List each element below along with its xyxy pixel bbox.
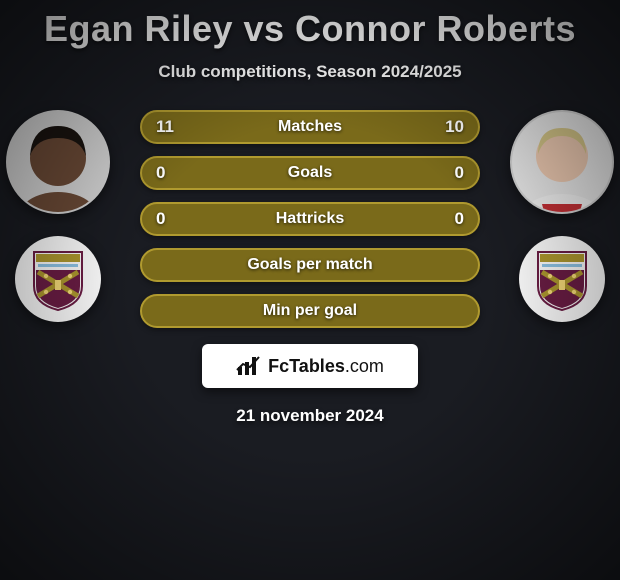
stat-right-value: 0 <box>455 158 464 188</box>
stat-row: 11 Matches 10 <box>140 110 480 144</box>
crest-left-icon <box>30 246 86 312</box>
date-text: 21 november 2024 <box>0 406 620 426</box>
stat-right-value: 10 <box>445 112 464 142</box>
subtitle: Club competitions, Season 2024/2025 <box>0 62 620 82</box>
player-left-column <box>6 110 110 322</box>
stats-rows: 11 Matches 10 0 Goals 0 0 Hattricks 0 Goals per m… <box>140 110 480 328</box>
stat-row: 0 Goals 0 <box>140 156 480 190</box>
stat-right-value: 0 <box>455 204 464 234</box>
stat-left-value: 11 <box>156 112 174 142</box>
stat-left-value: 0 <box>156 158 165 188</box>
player-right-column <box>510 110 614 322</box>
stat-left-value: 0 <box>156 204 165 234</box>
player-right-avatar <box>510 110 614 214</box>
page-title: Egan Riley vs Connor Roberts <box>0 0 620 50</box>
stat-label: Goals <box>288 164 332 182</box>
avatar-left-icon <box>8 112 108 212</box>
stat-label: Min per goal <box>263 302 357 320</box>
stat-label: Goals per match <box>247 256 372 274</box>
stat-label: Hattricks <box>276 210 344 228</box>
avatar-right-icon <box>512 112 612 212</box>
brand-chart-icon <box>236 355 262 377</box>
brand-box: FcTables.com <box>202 344 418 388</box>
crest-right-icon <box>534 246 590 312</box>
stat-row: 0 Hattricks 0 <box>140 202 480 236</box>
brand-name: FcTables <box>268 356 345 376</box>
brand-text: FcTables.com <box>268 356 384 377</box>
stat-row: Min per goal <box>140 294 480 328</box>
brand-domain: .com <box>345 356 384 376</box>
stat-label: Matches <box>278 118 342 136</box>
comparison-content: 11 Matches 10 0 Goals 0 0 Hattricks 0 Goals per m… <box>0 110 620 426</box>
stat-row: Goals per match <box>140 248 480 282</box>
player-left-avatar <box>6 110 110 214</box>
team-right-crest <box>519 236 605 322</box>
team-left-crest <box>15 236 101 322</box>
